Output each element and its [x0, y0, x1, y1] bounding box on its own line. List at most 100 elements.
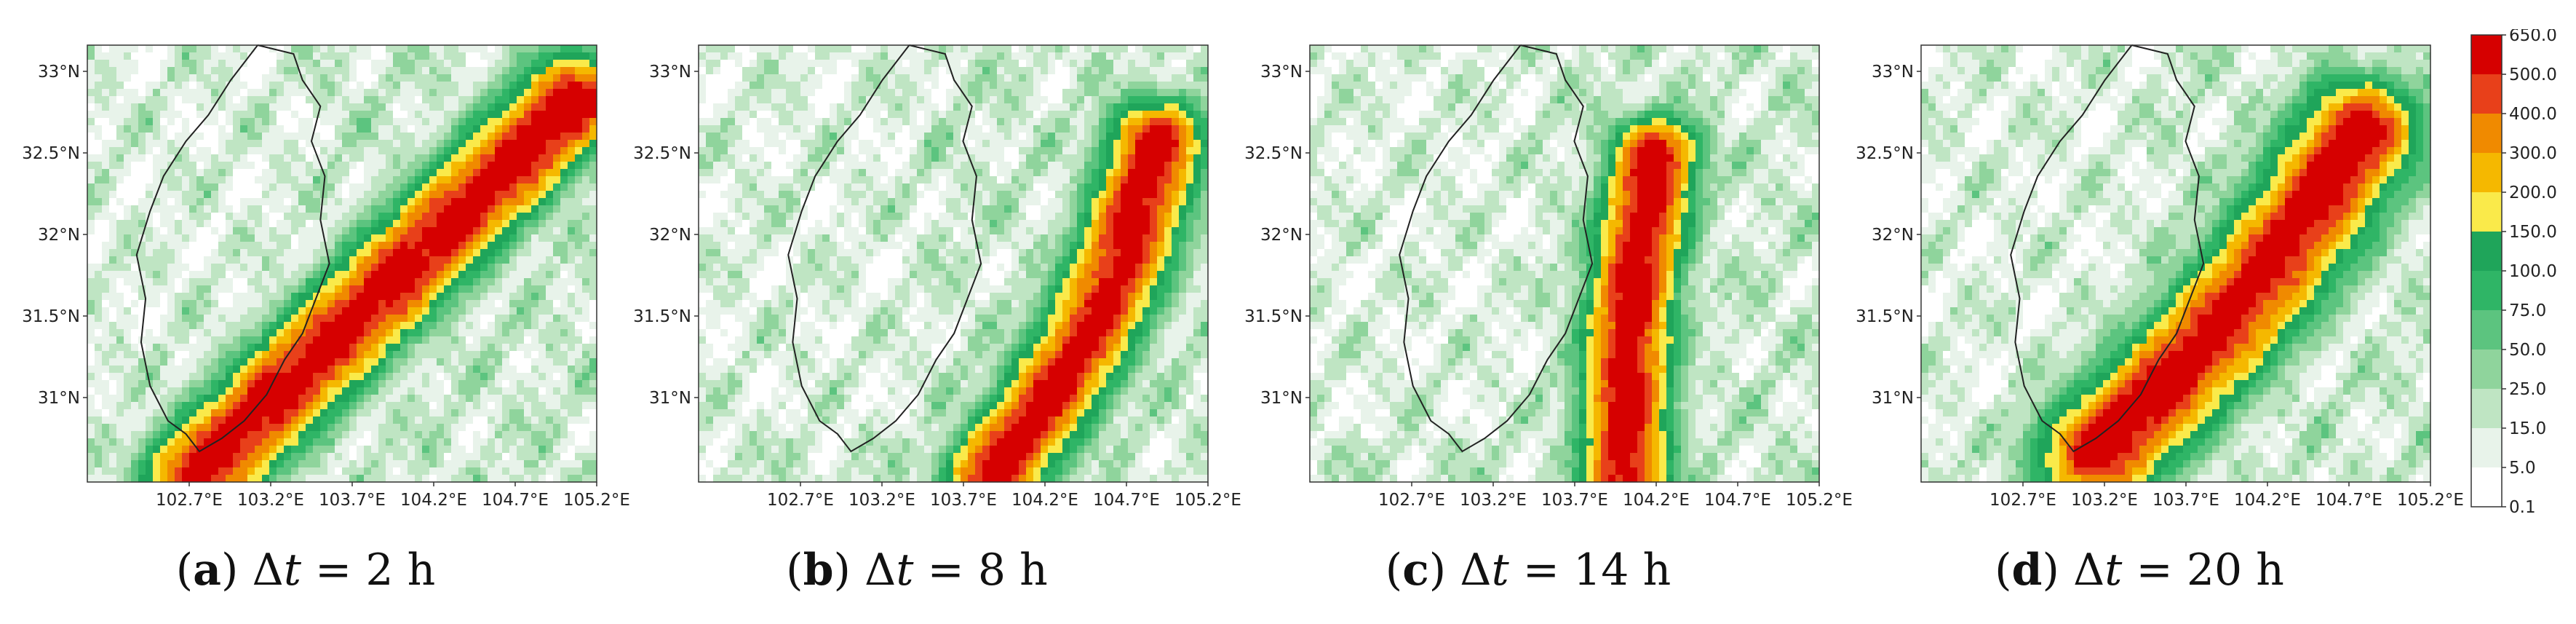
colorbar: 650.0 500.0 400.0 300.0 200.0 150.0 100.0 75.0 5… — [2470, 29, 2557, 517]
panel-caption: (a) Δt = 2 h — [175, 545, 436, 596]
colorbar-label: 75.0 — [2509, 301, 2546, 320]
lat-tick-label: 32.5°N — [22, 144, 80, 163]
map-d: 33°N 32.5°N 32°N 31.5°N 31°N 102.7°E 103.2°E 10… — [1856, 44, 2464, 510]
colorbar-swatch — [2471, 389, 2502, 428]
lat-tick-label: 33°N — [1872, 63, 1914, 82]
lat-tick-label: 31.5°N — [1856, 307, 1914, 326]
precip-field — [699, 45, 1209, 483]
caption-variable: t — [896, 545, 914, 596]
colorbar-swatch — [2471, 467, 2502, 507]
colorbar-label: 300.0 — [2509, 144, 2557, 163]
region-boundary — [787, 44, 982, 453]
colorbar-swatch — [2471, 153, 2502, 192]
lon-tick-label: 102.7°E — [156, 491, 223, 510]
precip-field — [1310, 45, 1820, 483]
region-boundary — [2010, 44, 2205, 453]
caption-equals: = — [2122, 545, 2187, 596]
colorbar-label: 50.0 — [2509, 341, 2546, 360]
colorbar-swatch — [2471, 114, 2502, 153]
colorbar-label: 5.0 — [2509, 459, 2536, 478]
map-c: 33°N 32.5°N 32°N 31.5°N 31°N 102.7°E 103.2°E 10… — [1244, 44, 1853, 510]
caption-value: 14 — [1573, 545, 1629, 596]
lat-tick-label: 31.5°N — [22, 307, 80, 326]
caption-value: 8 — [977, 545, 1006, 596]
lon-tick-label: 103.2°E — [2071, 491, 2138, 510]
caption-letter: d — [2011, 545, 2043, 596]
caption-equals: = — [301, 545, 366, 596]
lat-tick-label: 32°N — [649, 226, 691, 245]
precip-field — [87, 45, 597, 483]
lon-tick-label: 104.7°E — [1093, 491, 1160, 510]
caption-unit: h — [1642, 545, 1671, 596]
lon-tick-label: 104.2°E — [400, 491, 467, 510]
colorbar-label: 150.0 — [2509, 223, 2557, 242]
lon-tick-label: 105.2°E — [1786, 491, 1853, 510]
colorbar-label: 400.0 — [2509, 105, 2557, 124]
precip-field — [1921, 45, 2431, 483]
lat-tick-label: 31°N — [649, 389, 691, 408]
panel-caption: (b) Δt = 8 h — [786, 545, 1048, 596]
lon-tick-label: 103.2°E — [237, 491, 304, 510]
panel-c: 33°N 32.5°N 32°N 31.5°N 31°N 102.7°E 103.2°E 10… — [1223, 0, 1853, 624]
caption-delta: Δ — [252, 545, 284, 596]
caption-variable: t — [1491, 545, 1509, 596]
lat-tick-label: 33°N — [649, 63, 691, 82]
panel-caption: (c) Δt = 14 h — [1385, 545, 1671, 596]
lat-tick-label: 32.5°N — [1244, 144, 1303, 163]
lon-tick-label: 104.7°E — [482, 491, 549, 510]
lon-tick-label: 103.2°E — [848, 491, 915, 510]
lat-tick-label: 32°N — [38, 226, 80, 245]
lat-tick-label: 32.5°N — [633, 144, 691, 163]
region-boundary — [135, 44, 330, 453]
lat-tick-label: 31.5°N — [1244, 307, 1303, 326]
lat-tick-label: 31°N — [1872, 389, 1914, 408]
caption-variable: t — [2104, 545, 2123, 596]
lat-tick-label: 31°N — [38, 389, 80, 408]
panel-caption: (d) Δt = 20 h — [1995, 545, 2284, 596]
lat-tick-label: 31.5°N — [633, 307, 691, 326]
colorbar-label: 650.0 — [2509, 29, 2557, 45]
panel-b: 33°N 32.5°N 32°N 31.5°N 31°N 102.7°E 103.2°E 10… — [611, 0, 1241, 624]
lon-tick-label: 104.2°E — [2234, 491, 2301, 510]
lon-tick-label: 105.2°E — [1174, 491, 1241, 510]
map-frame — [87, 44, 597, 483]
lon-tick-label: 102.7°E — [1378, 491, 1445, 510]
lon-tick-label: 104.2°E — [1011, 491, 1078, 510]
colorbar-swatch — [2471, 35, 2502, 74]
caption-variable: t — [283, 545, 301, 596]
colorbar-swatch — [2471, 232, 2502, 271]
lon-tick-label: 103.7°E — [2152, 491, 2219, 510]
lon-tick-label: 105.2°E — [563, 491, 630, 510]
map-frame — [1309, 44, 1820, 483]
colorbar-label: 0.1 — [2509, 498, 2536, 517]
lon-tick-label: 103.7°E — [930, 491, 997, 510]
caption-unit: h — [2256, 545, 2284, 596]
colorbar-swatch — [2471, 349, 2502, 389]
caption-letter: a — [193, 545, 221, 596]
lon-tick-label: 102.7°E — [767, 491, 834, 510]
colorbar-swatch — [2471, 271, 2502, 310]
lat-tick-label: 31°N — [1260, 389, 1303, 408]
caption-delta: Δ — [864, 545, 897, 596]
caption-delta: Δ — [1460, 545, 1492, 596]
lon-tick-label: 102.7°E — [1989, 491, 2056, 510]
colorbar-swatch — [2471, 192, 2502, 232]
colorbar-label: 500.0 — [2509, 66, 2557, 84]
colorbar-swatch — [2471, 310, 2502, 349]
caption-unit: h — [1019, 545, 1048, 596]
colorbar-label: 15.0 — [2509, 419, 2546, 438]
panel-a: 33°N 32.5°N 32°N 31.5°N 31°N 102.7°E 103.2°E 10… — [0, 0, 630, 624]
lon-tick-label: 103.7°E — [319, 491, 386, 510]
map-frame — [698, 44, 1209, 483]
lat-tick-label: 32.5°N — [1856, 144, 1914, 163]
map-b: 33°N 32.5°N 32°N 31.5°N 31°N 102.7°E 103.2°E 10… — [633, 44, 1241, 510]
caption-letter: c — [1402, 545, 1429, 596]
caption-letter: b — [803, 545, 834, 596]
caption-unit: h — [407, 545, 436, 596]
lon-tick-label: 103.2°E — [1460, 491, 1527, 510]
panel-d: 33°N 32.5°N 32°N 31.5°N 31°N 102.7°E 103.2°E 10… — [1834, 0, 2464, 624]
lon-tick-label: 103.7°E — [1541, 491, 1608, 510]
lat-tick-label: 33°N — [38, 63, 80, 82]
lat-tick-label: 32°N — [1260, 226, 1303, 245]
lon-tick-label: 105.2°E — [2397, 491, 2464, 510]
